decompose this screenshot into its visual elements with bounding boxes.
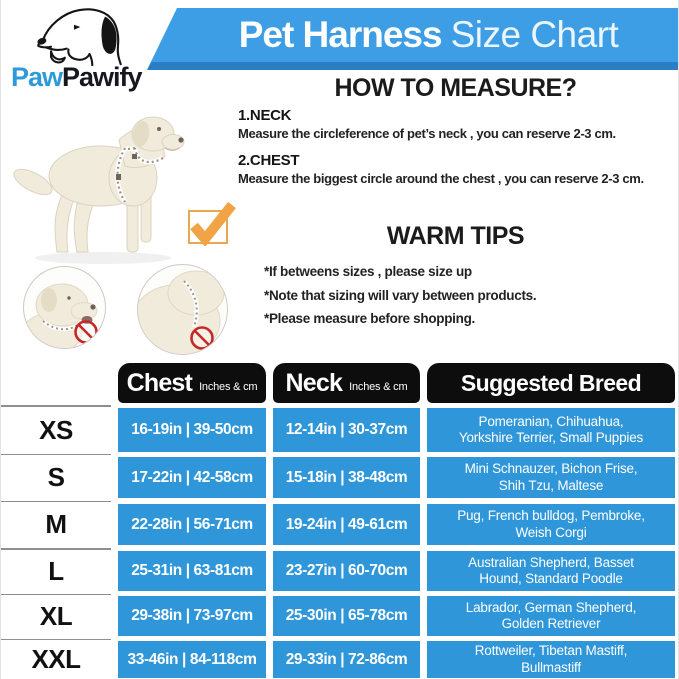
neck-value: 29-33in | 72-86cm [273,641,420,678]
no-icon [74,320,98,344]
page-title: Pet Harness Size Chart [177,8,678,62]
neck-value: 25-30in | 65-78cm [273,596,420,636]
step-neck-label: 1.NECK [238,107,292,124]
table-row: XS 16-19in | 39-50cm 12-14in | 30-37cm P… [1,408,678,452]
table-header-chest: Chest Inches & cm [118,363,266,403]
table-row: S 17-22in | 42-58cm 15-18in | 38-48cm Mi… [1,457,678,498]
breed-value: Mini Schnauzer, Bichon Frise, Shih Tzu, … [427,457,675,498]
neck-value: 19-24in | 49-61cm [273,504,420,545]
size-label: M [45,509,67,539]
neck-value: 12-14in | 30-37cm [273,408,420,452]
banner-accent-strip [147,62,678,70]
brand-name-pawify: Pawify [62,62,143,92]
brand-name: PawPawify [11,62,143,93]
check-icon [190,201,236,246]
breed-value: Australian Shepherd, Basset Hound, Stand… [427,551,675,591]
row-divider [1,500,111,502]
dog-harness-photo [13,116,185,264]
row-divider [1,548,111,550]
neck-value: 23-27in | 60-70cm [273,551,420,591]
table-row: XXL 33-46in | 84-118cm 29-33in | 72-86cm… [1,641,678,678]
row-divider [1,638,111,640]
size-label: XS [39,414,73,445]
chest-value: 16-19in | 39-50cm [118,408,266,452]
breed-value: Labrador, German Shepherd, Golden Retrie… [427,596,675,636]
page-title-bold: Pet Harness [238,14,443,55]
chest-header-units: Inches & cm [199,380,258,393]
warm-tips-title: WARM TIPS [386,222,525,250]
header-banner: Pet Harness Size Chart [147,8,678,70]
breed-header-label: Suggested Breed [460,369,642,396]
table-row: XL 29-38in | 73-97cm 25-30in | 65-78cm L… [1,596,678,636]
row-divider [1,453,111,455]
breed-value: Pomeranian, Chihuahua, Yorkshire Terrier… [427,408,675,452]
breed-value: Rottweiler, Tibetan Mastiff, Bullmastiff [427,641,675,678]
table-row: M 22-28in | 56-71cm 19-24in | 49-61cm Pu… [1,504,678,545]
size-label: L [48,555,64,586]
brand-name-paw: Paw [11,62,63,92]
row-divider [1,405,111,407]
size-label: S [47,462,65,492]
chest-header-label: Chest [126,368,193,397]
chest-value: 25-31in | 63-81cm [118,551,266,591]
breed-value: Pug, French bulldog, Pembroke, Weish Cor… [427,504,675,545]
table-header-breed: Suggested Breed [427,363,675,403]
step-chest-label: 2.CHEST [238,152,300,169]
neck-value: 15-18in | 38-48cm [273,457,420,498]
warm-tip-2: *Note that sizing will vary between prod… [264,288,537,303]
size-label: XL [39,600,73,631]
chest-value: 17-22in | 42-58cm [118,457,266,498]
size-label: XXL [31,644,81,674]
how-to-measure-title: HOW TO MEASURE? [334,74,577,102]
chest-value: 33-46in | 84-118cm [118,641,266,678]
step-chest-text: Measure the biggest circle around the ch… [238,171,644,186]
no-icon [190,326,214,350]
table-header-neck: Neck Inches & cm [273,363,420,403]
dog-head-logo-icon [37,8,122,66]
step-neck-text: Measure the circleference of pet’s neck … [238,126,616,141]
wrong-chest-measure-inset [137,264,228,355]
row-divider [1,593,111,595]
chest-value: 29-38in | 73-97cm [118,596,266,636]
warm-tip-3: *Please measure before shopping. [264,311,475,326]
chest-value: 22-28in | 56-71cm [118,504,266,545]
neck-header-units: Inches & cm [349,380,408,393]
table-row: L 25-31in | 63-81cm 23-27in | 60-70cm Au… [1,551,678,591]
warm-tip-1: *If betweens sizes , please size up [264,264,472,279]
banner-background [147,8,678,62]
page-title-light: Size Chart [450,14,619,55]
neck-header-label: Neck [285,368,343,397]
wrong-neck-measure-inset [23,266,106,349]
